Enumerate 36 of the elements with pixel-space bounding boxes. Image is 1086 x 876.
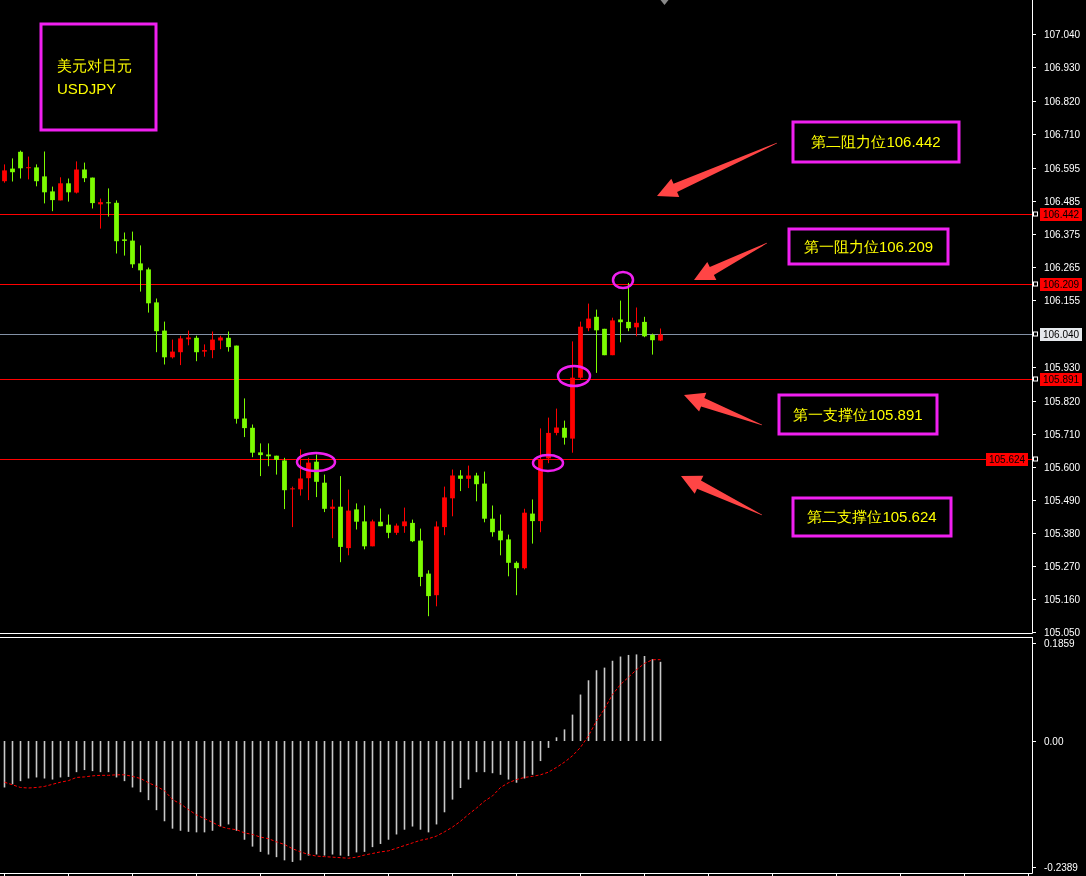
y-tick-label: 106.485 <box>1044 196 1081 207</box>
ref-line: 105.891 <box>0 373 1082 386</box>
ref-line-label: 105.891 <box>1043 374 1080 385</box>
annotation: 第二支撑位105.624 <box>807 508 937 526</box>
y-tick-label: -0.2389 <box>1044 862 1079 873</box>
text: 美元对日元 <box>57 57 132 74</box>
y-tick-label: 105.930 <box>1044 362 1081 373</box>
y-tick-label: 106.595 <box>1044 163 1081 174</box>
y-tick-label: 106.155 <box>1044 295 1081 306</box>
y-tick-label: 105.820 <box>1044 396 1081 407</box>
annotation: 第二阻力位106.442 <box>811 133 941 151</box>
y-tick-label: 0.1859 <box>1044 638 1076 649</box>
y-tick-label: 106.710 <box>1044 129 1081 140</box>
y-tick-label: 105.160 <box>1044 594 1081 605</box>
ref-line-label: 106.209 <box>1043 279 1080 290</box>
y-tick-label: 107.040 <box>1044 29 1081 40</box>
y-tick-label: 105.710 <box>1044 429 1081 440</box>
y-tick-label: 106.930 <box>1044 62 1081 73</box>
ref-line-label: 106.040 <box>1043 329 1080 340</box>
y-tick-label: 105.490 <box>1044 495 1081 506</box>
ref-line-label: 106.442 <box>1043 209 1080 220</box>
ref-line: 106.442 <box>0 208 1082 221</box>
ref-line: 106.209 <box>0 278 1082 291</box>
y-tick-label: 105.270 <box>1044 561 1081 572</box>
y-tick-label: 105.380 <box>1044 528 1081 539</box>
y-tick-label: 105.600 <box>1044 462 1081 473</box>
y-tick-label: 106.265 <box>1044 262 1081 273</box>
annotation: 第一阻力位106.209 <box>803 237 934 255</box>
y-tick-label: 106.820 <box>1044 96 1081 107</box>
annotation: 第一支撑位105.891 <box>793 405 923 423</box>
ref-line-label: 105.624 <box>989 454 1026 465</box>
text: USDJPY <box>57 80 117 97</box>
y-tick-label: 105.050 <box>1044 627 1081 638</box>
ref-line: 105.624 <box>0 453 1033 466</box>
y-tick-label: 106.375 <box>1044 229 1081 240</box>
y-tick-label: 0.00 <box>1044 736 1064 747</box>
